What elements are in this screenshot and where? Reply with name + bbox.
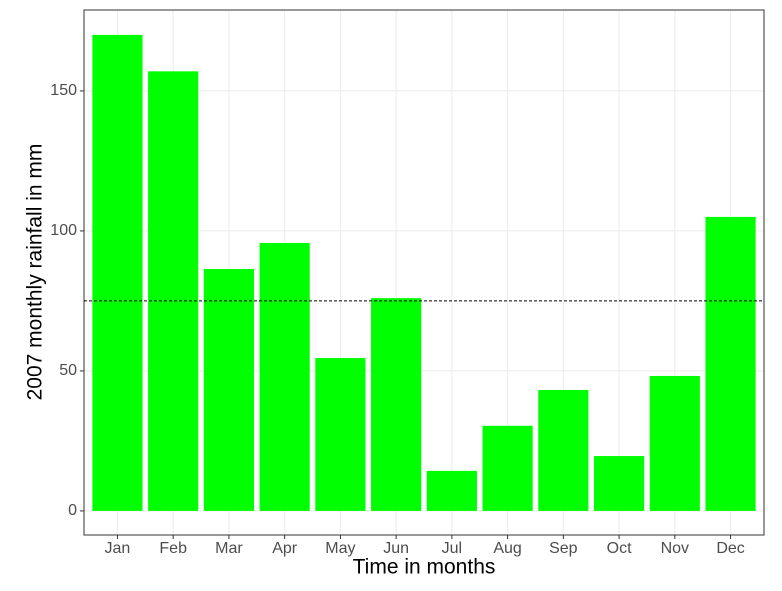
x-tick-label: Mar [215, 540, 243, 557]
bar [259, 242, 310, 511]
bar [482, 425, 533, 511]
bar [594, 456, 645, 511]
y-tick-label: 0 [68, 502, 77, 519]
bar [148, 71, 199, 511]
bar [92, 34, 143, 511]
y-tick-label: 150 [50, 82, 77, 99]
x-tick-label: May [325, 540, 355, 557]
x-tick-label: Aug [493, 540, 521, 557]
y-tick-label: 50 [59, 362, 77, 379]
x-tick-label: Feb [159, 540, 187, 557]
bar [426, 470, 477, 511]
x-tick-label: Jan [105, 540, 131, 557]
x-tick-label: Nov [661, 540, 689, 557]
x-tick-label: Dec [716, 540, 744, 557]
bar [315, 358, 366, 511]
x-tick-label: Jul [442, 540, 462, 557]
x-axis-title: Time in months [353, 556, 496, 579]
panel-border [83, 9, 765, 536]
y-axis-title: 2007 monthly rainfall in mm [24, 144, 47, 401]
x-tick-label: Apr [272, 540, 298, 557]
bar [371, 298, 422, 511]
bar [203, 269, 254, 511]
y-tick-label: 100 [50, 222, 77, 239]
bar [705, 216, 756, 511]
x-tick-label: Oct [607, 540, 632, 557]
x-tick-label: Jun [383, 540, 409, 557]
x-tick-label: Sep [549, 540, 578, 557]
bar [538, 389, 589, 511]
bar [649, 375, 700, 511]
